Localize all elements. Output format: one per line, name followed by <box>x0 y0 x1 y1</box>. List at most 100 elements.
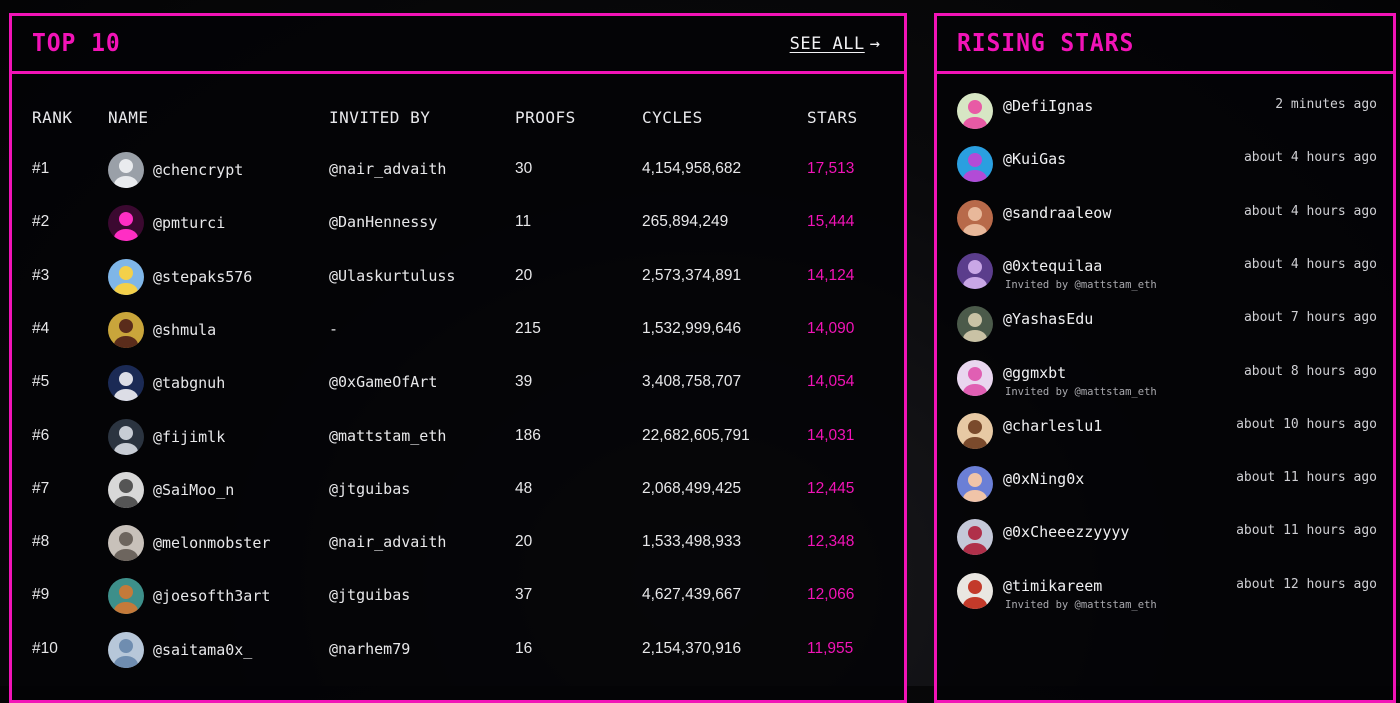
rising-invited-by: Invited by @mattstam_eth <box>1005 598 1157 611</box>
row-cycles: 4,154,958,682 <box>642 160 742 177</box>
row-invited-by[interactable]: @jtguibas <box>329 479 411 498</box>
row-cycles: 2,573,374,891 <box>642 266 742 284</box>
row-name[interactable]: @fijimlk <box>108 418 225 455</box>
list-item[interactable]: @charleslu1 about 10 hours ago <box>957 412 1377 463</box>
row-stars: 12,348 <box>807 533 855 551</box>
rising-time: about 11 hours ago <box>1236 523 1377 539</box>
row-invited-by[interactable]: @nair_advaith <box>329 533 447 552</box>
row-cycles: 2,154,370,916 <box>642 639 742 657</box>
row-rank: #8 <box>32 533 50 551</box>
user-avatar-icon <box>108 471 144 508</box>
row-invited-by[interactable]: @nair_advaith <box>329 160 447 178</box>
list-item[interactable]: @YashasEdu about 7 hours ago <box>957 306 1377 356</box>
rising-time: 2 minutes ago <box>1275 97 1377 112</box>
rising-invited-by: Invited by @mattstam_eth <box>1005 278 1157 291</box>
arrow-right-icon: → <box>869 34 880 54</box>
row-cycles: 265,894,249 <box>642 213 729 231</box>
top10-panel: TOP 10 SEE ALL → RANK NAME INVITED BY PR… <box>9 13 907 703</box>
table-row[interactable]: #2 @pmturci @DanHennessy 11 265,894,249 … <box>12 203 904 243</box>
row-handle: @chencrypt <box>153 161 244 179</box>
list-item[interactable]: @DefiIgnas 2 minutes ago <box>957 93 1377 143</box>
table-row[interactable]: #6 @fijimlk @mattstam_eth 186 22,682,605… <box>12 417 904 457</box>
row-name[interactable]: @shmula <box>108 311 216 348</box>
row-stars: 14,031 <box>807 426 855 444</box>
table-row[interactable]: #1 @chencrypt @nair_advaith 30 4,154,958… <box>12 150 904 190</box>
row-handle: @melonmobster <box>153 534 271 553</box>
table-row[interactable]: #10 @saitama0x_ @narhem79 16 2,154,370,9… <box>12 630 904 670</box>
row-name[interactable]: @SaiMoo_n <box>108 471 235 508</box>
row-stars: 14,124 <box>807 266 855 284</box>
row-proofs: 11 <box>515 213 532 231</box>
row-name[interactable]: @pmturci <box>108 205 226 242</box>
list-item[interactable]: @0xCheeezzyyyy about 11 hours ago <box>957 519 1377 569</box>
row-name[interactable]: @joesofth3art <box>108 578 270 615</box>
user-avatar-icon <box>108 152 144 188</box>
rising-handle[interactable]: @sandraaleow <box>1003 203 1112 222</box>
table-row[interactable]: #8 @melonmobster @nair_advaith 20 1,533,… <box>12 523 904 563</box>
user-avatar-icon <box>957 252 993 289</box>
rising-stars-title: RISING STARS <box>957 28 1135 57</box>
rising-handle[interactable]: @0xtequilaa <box>1003 256 1103 275</box>
list-item[interactable]: @sandraaleow about 4 hours ago <box>957 199 1377 250</box>
row-name[interactable]: @chencrypt <box>108 152 243 188</box>
row-invited-by[interactable]: @mattstam_eth <box>329 426 447 445</box>
table-row[interactable]: #5 @tabgnuh @0xGameOfArt 39 3,408,758,70… <box>12 363 904 403</box>
row-handle: @saitama0x_ <box>153 640 253 659</box>
row-stars: 12,066 <box>807 586 855 604</box>
row-invited-by[interactable]: - <box>329 319 339 338</box>
row-proofs: 16 <box>515 639 533 657</box>
rising-handle[interactable]: @DefiIgnas <box>1003 97 1094 115</box>
row-handle: @SaiMoo_n <box>153 480 235 499</box>
col-invited-by: INVITED BY <box>329 108 431 127</box>
table-row[interactable]: #7 @SaiMoo_n @jtguibas 48 2,068,499,425 … <box>12 470 904 510</box>
row-name[interactable]: @stepaks576 <box>108 258 252 295</box>
rising-time: about 4 hours ago <box>1243 256 1377 272</box>
table-row[interactable]: #4 @shmula - 215 1,532,999,646 14,090 <box>12 310 904 350</box>
list-item[interactable]: @KuiGas about 4 hours ago <box>957 146 1377 196</box>
list-item[interactable]: @ggmxbt Invited by @mattstam_eth about 8… <box>957 359 1377 410</box>
rising-handle[interactable]: @YashasEdu <box>1003 310 1094 329</box>
col-stars: STARS <box>807 108 858 127</box>
row-stars: 11,955 <box>807 639 854 657</box>
row-proofs: 48 <box>515 479 533 497</box>
row-invited-by[interactable]: @narhem79 <box>329 639 411 658</box>
table-row[interactable]: #9 @joesofth3art @jtguibas 37 4,627,439,… <box>12 576 904 616</box>
rising-time: about 10 hours ago <box>1236 416 1377 432</box>
row-cycles: 3,408,758,707 <box>642 373 742 391</box>
user-avatar-icon <box>957 412 993 449</box>
row-stars: 12,445 <box>807 479 855 497</box>
row-invited-by[interactable]: @DanHennessy <box>329 213 438 232</box>
row-stars: 17,513 <box>807 160 855 177</box>
row-invited-by[interactable]: @jtguibas <box>329 586 411 605</box>
rising-handle[interactable]: @0xNing0x <box>1003 470 1085 489</box>
user-avatar-icon <box>108 365 144 402</box>
rising-handle[interactable]: @KuiGas <box>1003 150 1067 169</box>
rising-time: about 12 hours ago <box>1236 576 1377 592</box>
see-all-link[interactable]: SEE ALL → <box>790 34 880 54</box>
row-invited-by[interactable]: @Ulaskurtuluss <box>329 266 456 285</box>
row-invited-by[interactable]: @0xGameOfArt <box>329 373 438 392</box>
row-proofs: 37 <box>515 586 533 604</box>
row-handle: @pmturci <box>153 214 226 233</box>
rising-handle[interactable]: @charleslu1 <box>1003 416 1103 435</box>
row-cycles: 4,627,439,667 <box>642 586 742 604</box>
list-item[interactable]: @timikareem Invited by @mattstam_eth abo… <box>957 572 1377 623</box>
user-avatar-icon <box>957 359 993 396</box>
user-avatar-icon <box>108 205 144 242</box>
rising-handle[interactable]: @0xCheeezzyyyy <box>1003 523 1130 542</box>
row-stars: 14,054 <box>807 373 855 391</box>
table-row[interactable]: #3 @stepaks576 @Ulaskurtuluss 20 2,573,3… <box>12 257 904 297</box>
list-item[interactable]: @0xtequilaa Invited by @mattstam_eth abo… <box>957 252 1377 303</box>
rising-time: about 11 hours ago <box>1236 470 1377 486</box>
row-proofs: 30 <box>515 160 533 177</box>
rising-handle[interactable]: @ggmxbt <box>1003 363 1067 382</box>
col-name: NAME <box>108 108 149 127</box>
row-name[interactable]: @tabgnuh <box>108 365 225 402</box>
row-rank: #6 <box>32 426 50 444</box>
rising-handle[interactable]: @timikareem <box>1003 576 1103 595</box>
row-name[interactable]: @melonmobster <box>108 525 271 562</box>
col-proofs: PROOFS <box>515 108 576 127</box>
list-item[interactable]: @0xNing0x about 11 hours ago <box>957 466 1377 516</box>
row-name[interactable]: @saitama0x_ <box>108 631 253 668</box>
row-stars: 15,444 <box>807 213 855 231</box>
